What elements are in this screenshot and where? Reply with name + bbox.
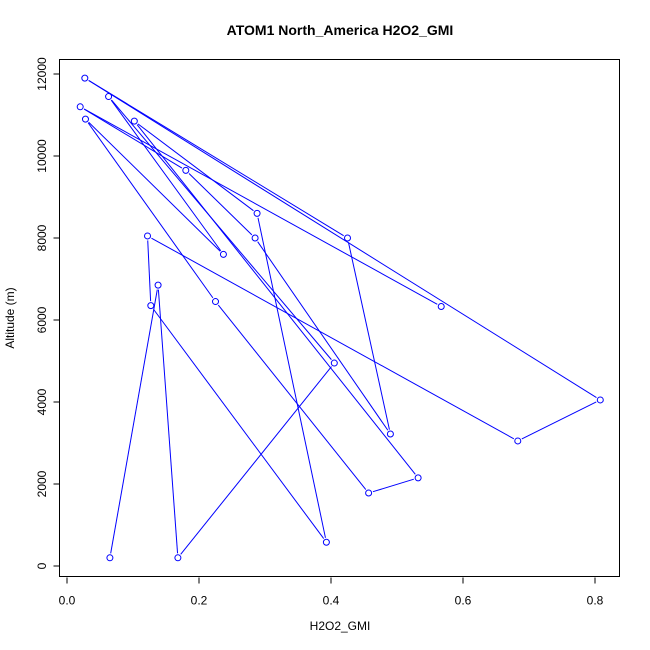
series-segment — [110, 99, 222, 252]
series-segment — [87, 122, 214, 299]
series-segment — [217, 304, 367, 490]
data-point — [437, 302, 445, 310]
series-segment — [83, 108, 438, 305]
x-tick-label: 0.8 — [587, 594, 604, 608]
data-point — [130, 117, 138, 125]
data-point — [330, 359, 338, 367]
data-point — [76, 103, 84, 111]
series-segment — [151, 237, 515, 440]
series-segment — [180, 366, 332, 555]
series-segment — [83, 108, 183, 169]
data-point — [154, 281, 162, 289]
series-segment — [153, 308, 325, 539]
data-point — [322, 538, 330, 546]
chart-title: ATOM1 North_America H2O2_GMI — [227, 22, 454, 38]
data-point — [144, 232, 152, 240]
data-point — [253, 209, 261, 217]
y-tick-label: 8000 — [35, 224, 49, 251]
data-point — [147, 302, 155, 310]
y-tick-label: 0 — [35, 562, 49, 569]
data-point — [81, 115, 89, 123]
series-segment — [137, 123, 254, 212]
series-segment — [257, 241, 389, 431]
data-point — [365, 489, 373, 497]
x-tick-label: 0.0 — [59, 594, 76, 608]
series-segment — [347, 242, 390, 430]
y-axis: 0 2000 4000 6000 8000 10000 12000 — [35, 57, 60, 569]
y-tick-label: 12000 — [35, 57, 49, 91]
data-point — [344, 234, 351, 242]
data-point — [106, 554, 114, 562]
series-segment — [110, 289, 158, 554]
series-segment — [521, 401, 597, 440]
x-tick-label: 0.4 — [323, 594, 340, 608]
series-segment — [136, 124, 416, 475]
series-segment — [188, 173, 253, 236]
series-segment — [257, 217, 326, 538]
series-segment — [111, 99, 332, 360]
x-axis-label: H2O2_GMI — [310, 619, 371, 633]
series-lines — [83, 80, 597, 555]
x-tick-label: 0.2 — [191, 594, 208, 608]
series-segment — [88, 80, 597, 398]
series-segment — [157, 289, 179, 554]
series-segment — [88, 80, 344, 237]
y-tick-label: 10000 — [35, 139, 49, 173]
data-point — [386, 430, 394, 438]
data-point — [596, 396, 604, 404]
y-tick-label: 2000 — [35, 470, 49, 497]
data-point — [81, 74, 89, 82]
data-point — [251, 234, 259, 242]
y-tick-label: 6000 — [35, 306, 49, 333]
plot-area-border — [59, 59, 620, 577]
data-point — [182, 166, 190, 174]
data-point — [514, 437, 522, 445]
series-segment — [372, 478, 414, 493]
data-point — [212, 298, 219, 306]
series-points — [76, 74, 604, 562]
data-point — [174, 554, 182, 562]
y-tick-label: 4000 — [35, 388, 49, 415]
data-point — [219, 250, 227, 258]
y-axis-label: Altitude (m) — [3, 287, 17, 348]
x-tick-label: 0.6 — [455, 594, 472, 608]
series-segment — [88, 121, 221, 252]
x-axis: 0.0 0.2 0.4 0.6 0.8 — [59, 577, 604, 608]
data-point — [414, 474, 422, 482]
series-segment — [147, 240, 152, 302]
data-point — [105, 93, 113, 101]
